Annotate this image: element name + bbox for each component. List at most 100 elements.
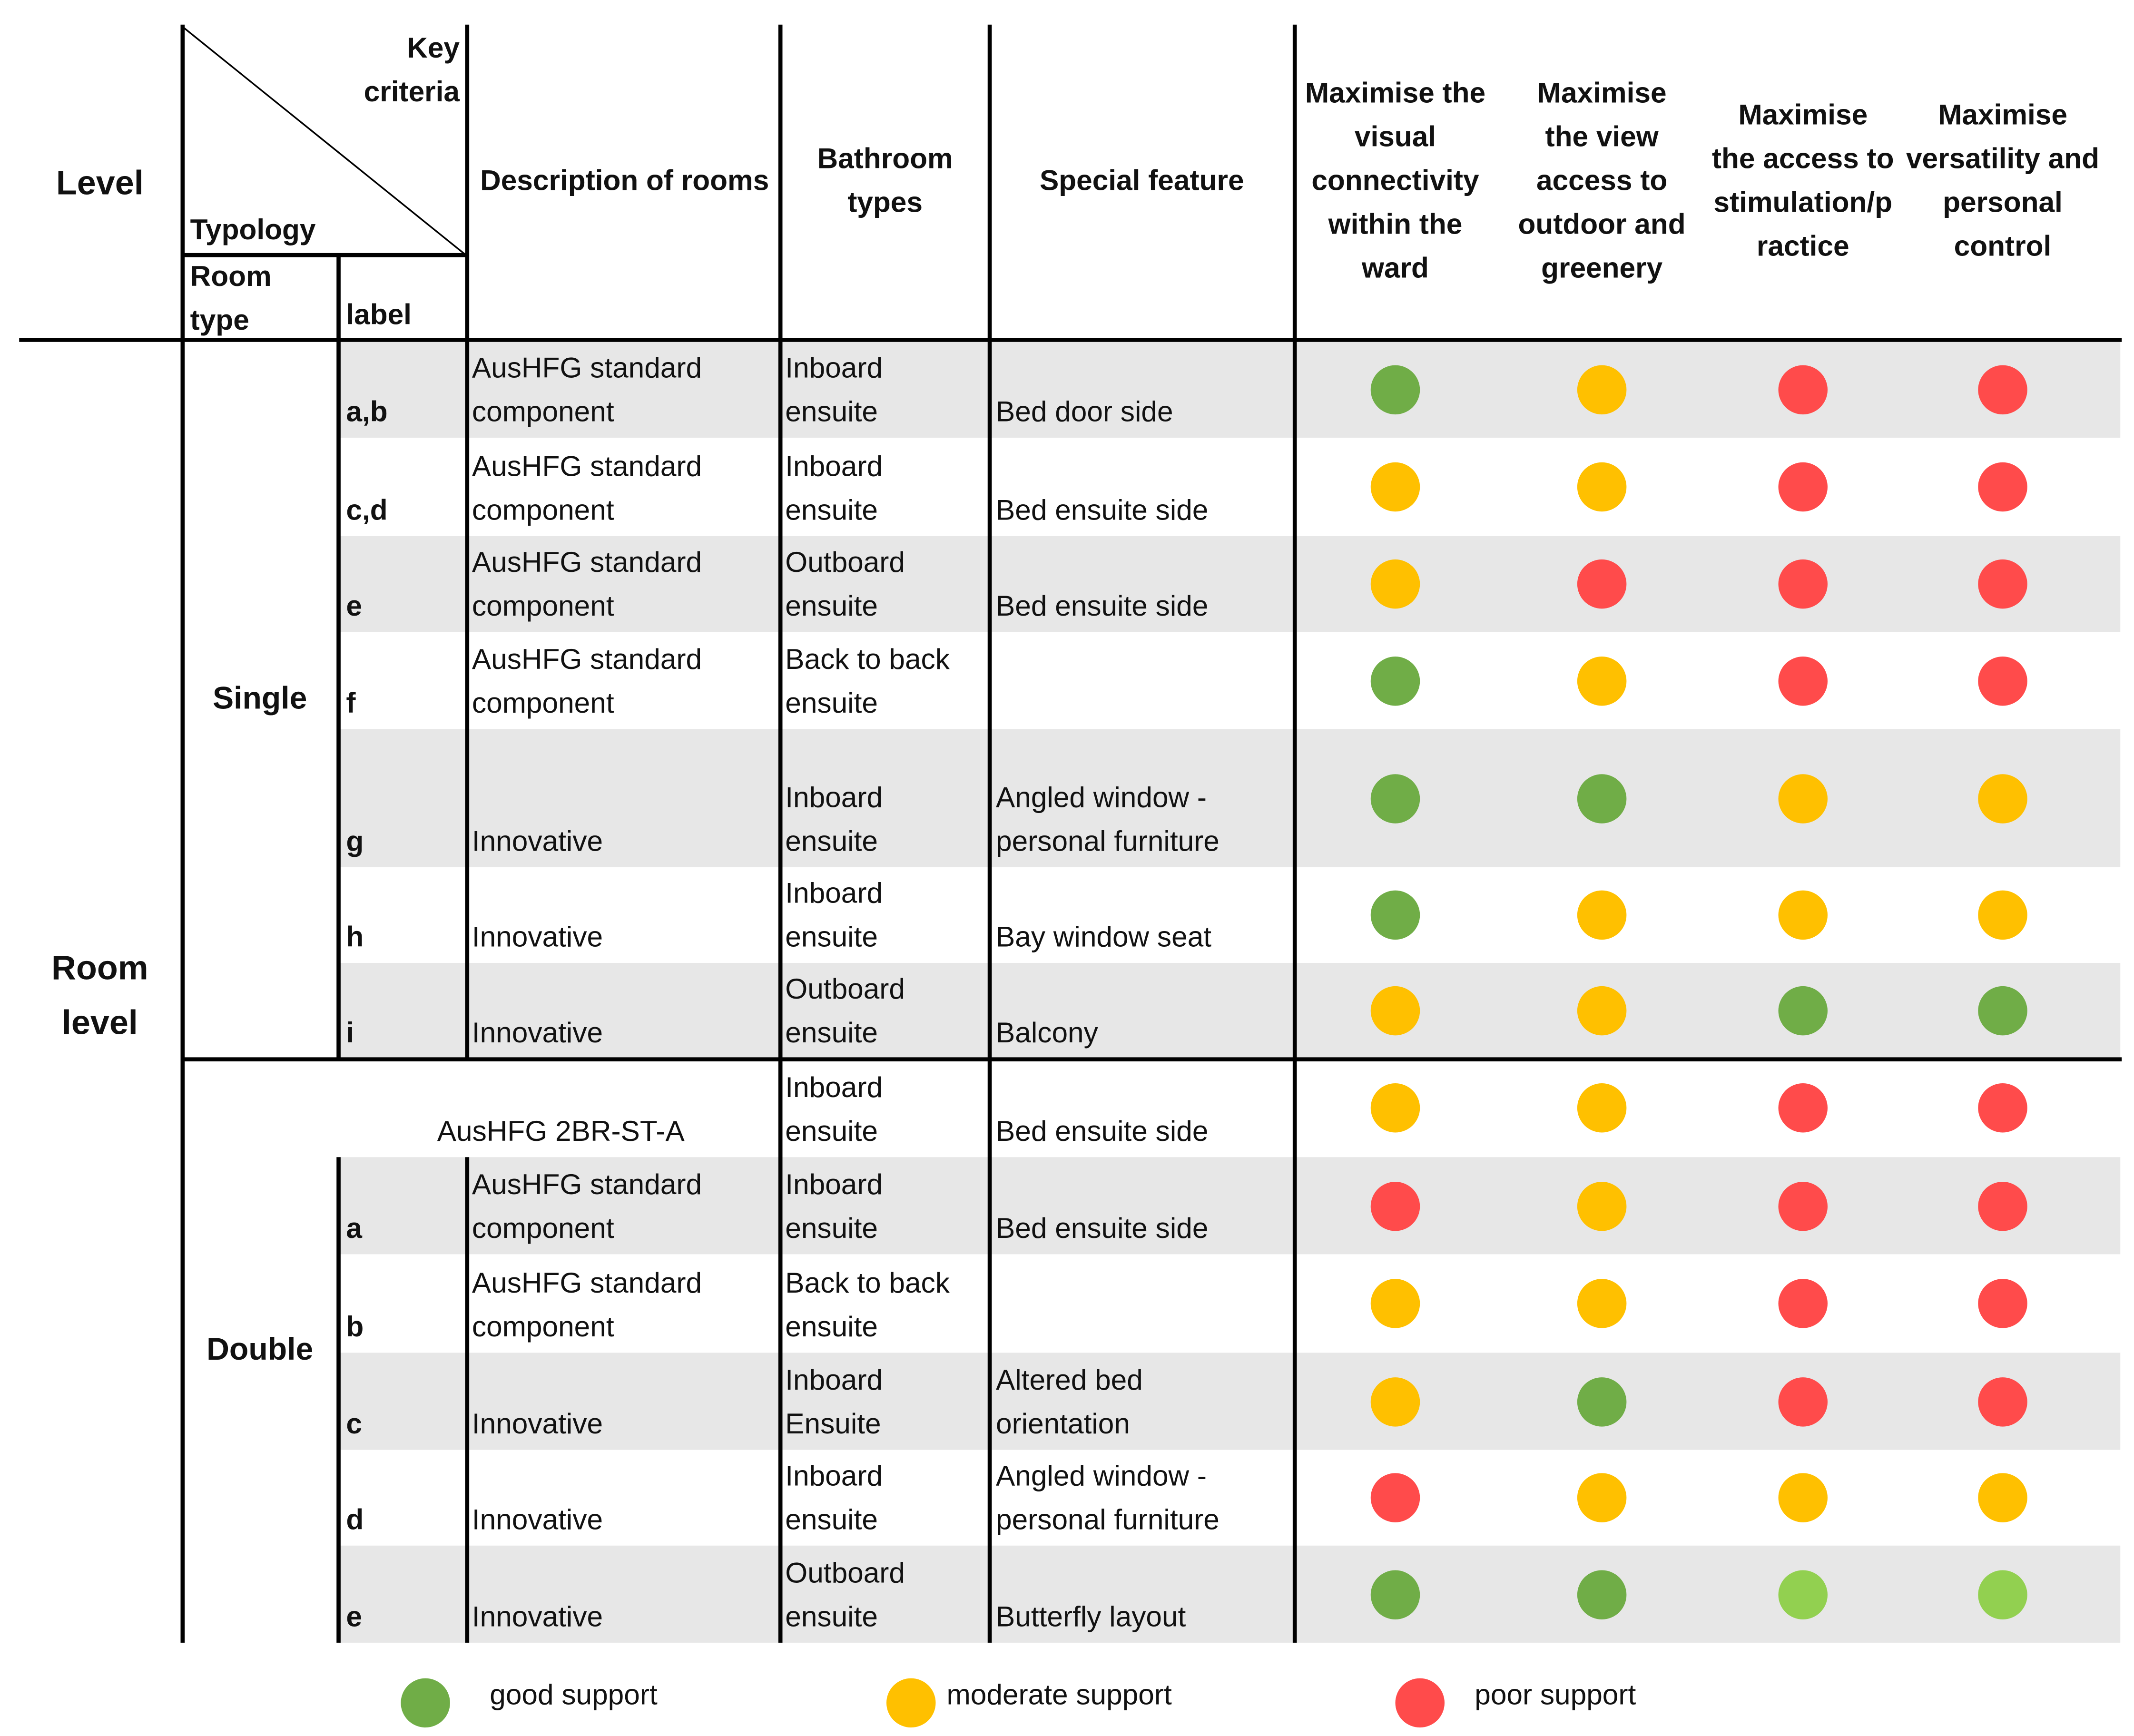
rating-dot-poor <box>1778 656 1828 706</box>
special-feature: Balcony <box>996 1012 1098 1056</box>
bathroom-type-line: ensuite <box>785 1601 878 1633</box>
criteria-header-line: within the <box>1328 209 1463 241</box>
rating-dot-moderate <box>1978 1473 2027 1522</box>
bathroom-type: Inboard ensuite <box>785 777 883 864</box>
room-description: AusHFG standard component <box>472 1164 702 1252</box>
rating-dot-poor <box>1978 462 2027 512</box>
criteria-header-line: control <box>1954 231 2052 263</box>
criteria-header: Maximise the view access to outdoor and gree… <box>1493 72 1711 291</box>
bathroom-header-line: types <box>847 187 923 219</box>
bathroom-type-line: Inboard <box>785 1365 883 1397</box>
room-description: Innovative <box>472 1012 603 1056</box>
room-description: AusHFG standard component <box>472 446 702 533</box>
room-description-line: component <box>472 1213 614 1245</box>
room-description-line: Innovative <box>472 922 603 953</box>
criteria-header: Maximise the visual connectivity within the… <box>1286 72 1505 291</box>
room-description-line: component <box>472 396 614 428</box>
grid-line <box>1292 24 1297 1643</box>
key-criteria-line: criteria <box>364 77 460 108</box>
bathroom-type: Inboard ensuite <box>785 1164 883 1252</box>
bathroom-type: Back to back ensuite <box>785 1263 950 1350</box>
legend-dot-good <box>401 1678 450 1728</box>
room-description: Innovative <box>472 1403 603 1447</box>
special-feature: Bay window seat <box>996 916 1211 960</box>
bathroom-type-line: Back to back <box>785 1268 950 1300</box>
bathroom-type: Inboard ensuite <box>785 873 883 960</box>
rating-dot-poor <box>1978 1181 2027 1231</box>
level-header: Level <box>56 164 144 203</box>
bathroom-type-line: Back to back <box>785 644 950 676</box>
rating-dot-poor <box>1778 1181 1828 1231</box>
special-feature-line: orientation <box>996 1409 1130 1441</box>
rating-dot-moderate <box>1370 1279 1420 1328</box>
special-feature-header: Special feature <box>1040 165 1244 197</box>
bathroom-type-line: ensuite <box>785 1018 878 1049</box>
bathroom-type: Inboard ensuite <box>785 1455 883 1543</box>
special-feature-line: Angled window - <box>996 1461 1207 1492</box>
rating-dot-moderate <box>1577 656 1627 706</box>
rating-dot-good <box>1370 656 1420 706</box>
rating-dot-good <box>1577 773 1627 823</box>
bathroom-header-line: Bathroom <box>817 143 953 175</box>
rating-dot-good <box>1370 1569 1420 1619</box>
label-header: label <box>346 299 412 331</box>
rating-dot-moderate <box>1577 1083 1627 1133</box>
bathroom-type-line: ensuite <box>785 1312 878 1344</box>
bathroom-type-line: Inboard <box>785 878 883 910</box>
bathroom-type: Outboard ensuite <box>785 969 905 1056</box>
legend-label: moderate support <box>946 1679 1172 1711</box>
grid-line <box>987 24 991 1643</box>
rating-dot-poor <box>1978 1376 2027 1426</box>
rating-dot-moderate <box>1978 773 2027 823</box>
rating-dot-moderate <box>1370 1376 1420 1426</box>
row-label: e <box>346 591 362 623</box>
grid-line <box>465 24 469 1060</box>
rating-dot-moderate <box>1370 559 1420 609</box>
rating-dot-good-light <box>1778 1569 1828 1619</box>
room-description-line: AusHFG standard <box>472 1268 702 1300</box>
criteria-header-line: the access to <box>1711 143 1894 175</box>
criteria-header-line: ward <box>1362 253 1429 284</box>
bathroom-type-line: ensuite <box>785 1213 878 1245</box>
group-single: Single <box>213 679 307 716</box>
legend-label: good support <box>490 1679 658 1711</box>
description-header: Description of rooms <box>480 165 769 197</box>
criteria-header-line: stimulation/p <box>1713 187 1893 219</box>
room-description-line: AusHFG standard <box>472 644 702 676</box>
special-feature: Angled window - personal furniture <box>996 777 1219 864</box>
rating-dot-good <box>1778 986 1828 1036</box>
bathroom-type-line: ensuite <box>785 826 878 858</box>
bathroom-type-line: Outboard <box>785 974 905 1006</box>
room-description-line: AusHFG 2BR-ST-A <box>437 1116 685 1148</box>
rating-dot-moderate <box>1577 462 1627 512</box>
rating-dot-poor <box>1978 656 2027 706</box>
bathroom-type-line: ensuite <box>785 922 878 953</box>
bathroom-type-line: ensuite <box>785 688 878 720</box>
row-label: e <box>346 1601 362 1633</box>
rating-dot-moderate <box>1778 890 1828 940</box>
legend-dot-moderate <box>886 1678 936 1728</box>
bathroom-type: Inboard ensuite <box>785 1067 883 1155</box>
criteria-header-line: Maximise <box>1938 99 2067 131</box>
bathroom-type-line: Outboard <box>785 547 905 579</box>
room-description: AusHFG standard component <box>472 542 702 629</box>
bathroom-type-line: ensuite <box>785 1504 878 1536</box>
key-criteria-line: Key <box>407 33 460 65</box>
grid-line <box>336 1157 340 1643</box>
grid-line <box>778 24 782 1643</box>
criteria-header-line: greenery <box>1541 253 1663 284</box>
special-feature-line: Butterfly layout <box>996 1601 1186 1633</box>
special-feature: Butterfly layout <box>996 1596 1186 1640</box>
special-feature: Bed ensuite side <box>996 586 1208 629</box>
room-description-line: Innovative <box>472 1504 603 1536</box>
room-description: AusHFG standard component <box>472 347 702 435</box>
rating-dot-poor <box>1778 365 1828 415</box>
bathroom-type: Back to back ensuite <box>785 639 950 726</box>
rating-dot-good <box>1370 890 1420 940</box>
rating-dot-moderate <box>1577 365 1627 415</box>
rating-dot-good <box>1577 1376 1627 1426</box>
row-label: d <box>346 1504 364 1536</box>
room-level-line: level <box>61 1004 138 1042</box>
criteria-header-line: visual <box>1354 121 1436 153</box>
